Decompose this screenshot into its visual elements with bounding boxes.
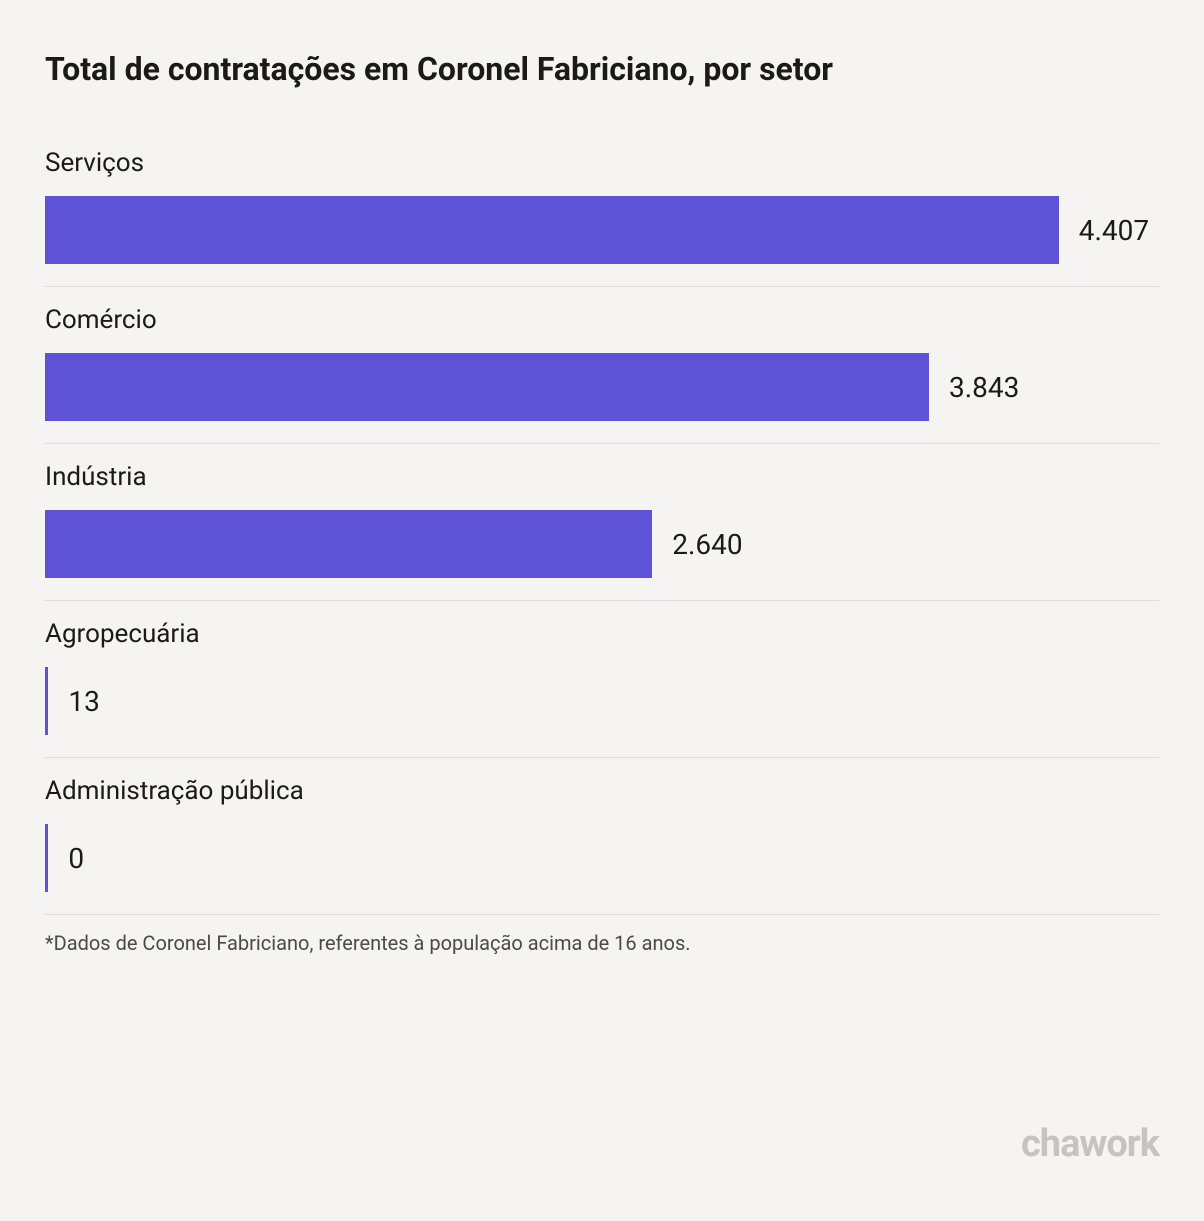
bar-row: Serviços 4.407 — [45, 148, 1159, 287]
chart-container: Serviços 4.407 Comércio 3.843 Indústria … — [45, 148, 1159, 915]
chart-title: Total de contratações em Coronel Fabrici… — [45, 50, 1159, 88]
bar — [45, 196, 1059, 264]
bar-wrapper: 2.640 — [45, 510, 1159, 578]
bar-wrapper: 3.843 — [45, 353, 1159, 421]
bar-value: 4.407 — [1079, 214, 1149, 247]
bar-label: Comércio — [45, 305, 1159, 335]
bar-label: Agropecuária — [45, 619, 1159, 649]
bar-wrapper: 4.407 — [45, 196, 1159, 264]
bar — [45, 667, 48, 735]
bar-label: Serviços — [45, 148, 1159, 178]
logo: chawork — [1021, 1122, 1159, 1166]
bar-value: 0 — [68, 842, 84, 875]
bar — [45, 824, 48, 892]
bar-label: Administração pública — [45, 776, 1159, 806]
bar-wrapper: 0 — [45, 824, 1159, 892]
bar-row: Administração pública 0 — [45, 758, 1159, 915]
bar-label: Indústria — [45, 462, 1159, 492]
bar-wrapper: 13 — [45, 667, 1159, 735]
bar-row: Agropecuária 13 — [45, 601, 1159, 758]
bar-value: 13 — [68, 685, 99, 718]
bar-value: 3.843 — [949, 371, 1019, 404]
footnote: *Dados de Coronel Fabriciano, referentes… — [45, 931, 1159, 955]
bar-row: Comércio 3.843 — [45, 287, 1159, 444]
bar-row: Indústria 2.640 — [45, 444, 1159, 601]
bar — [45, 353, 929, 421]
bar — [45, 510, 652, 578]
bar-value: 2.640 — [672, 528, 742, 561]
